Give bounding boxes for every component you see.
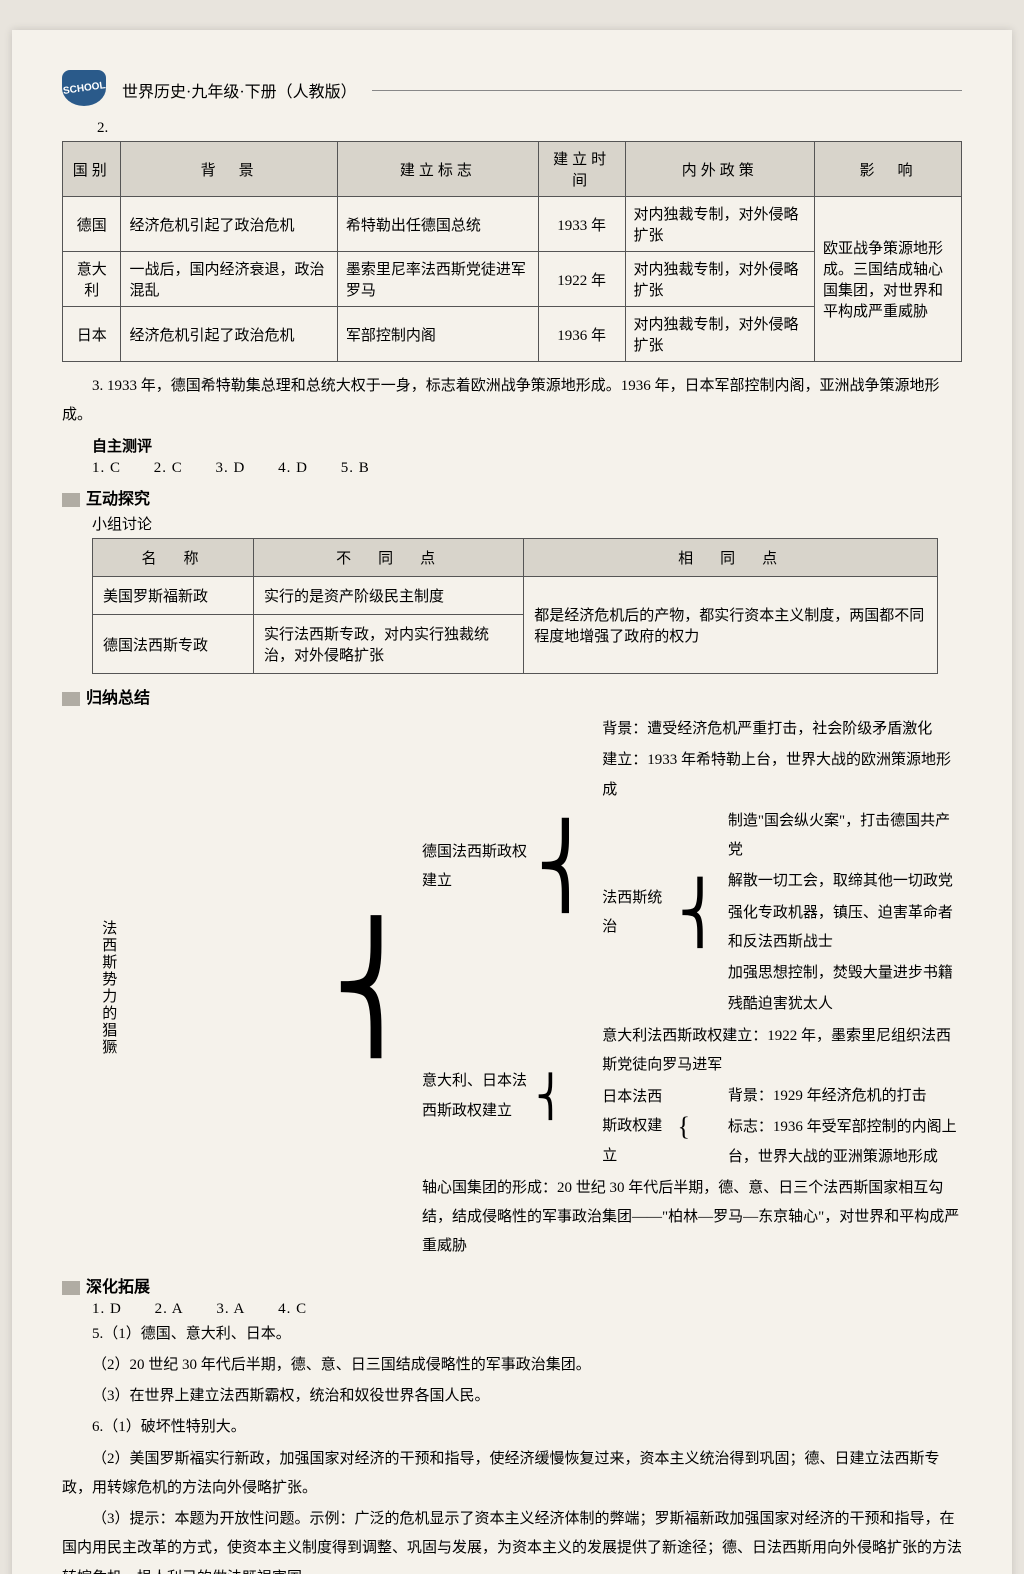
col-diff: 不 同 点 xyxy=(254,539,524,577)
cell: 日本 xyxy=(63,307,121,362)
header-title: 世界历史·九年级·下册（人教版） xyxy=(122,78,357,102)
section-title: 归纳总结 xyxy=(86,690,150,707)
answer: 2. C xyxy=(154,460,183,476)
section-summary: 归纳总结 xyxy=(62,684,962,708)
section-deepen: 深化拓展 xyxy=(62,1273,962,1297)
rule-item: 残酷迫害犹太人 xyxy=(727,989,962,1020)
col-time: 建立时间 xyxy=(538,142,625,197)
self-test-answers: 1. C 2. C 3. D 4. D 5. B xyxy=(92,460,962,477)
table-row: 德国 经济危机引起了政治危机 希特勒出任德国总统 1933 年 对内独裁专制，对… xyxy=(63,197,962,252)
self-test-label: 自主测评 xyxy=(92,435,962,456)
cell: 1933 年 xyxy=(538,197,625,252)
header-rule xyxy=(372,90,962,91)
deepen-answers: 1. D 2. A 3. A 4. C xyxy=(92,1301,962,1318)
col-name: 名 称 xyxy=(93,539,254,577)
group-discussion-label: 小组讨论 xyxy=(92,513,962,534)
q6-3: （3）提示：本题为开放性问题。示例：广泛的危机显示了资本主义经济体制的弊端；罗斯… xyxy=(62,1505,962,1574)
col-impact: 影 响 xyxy=(815,142,962,197)
answer: 1. C xyxy=(92,460,121,476)
germany-est: 建立：1933 年希特勒上台，世界大战的欧洲策源地形成 xyxy=(601,745,962,806)
fascist-rule-label: 法西斯统治 xyxy=(602,890,662,935)
cell: 经济危机引起了政治危机 xyxy=(121,197,337,252)
q5-1: （1）德国、意大利、日本。 xyxy=(103,1326,291,1342)
cell: 军部控制内阁 xyxy=(337,307,538,362)
q6: 6.（1）破坏性特别大。 xyxy=(92,1413,962,1442)
col-country: 国别 xyxy=(63,142,121,197)
japan-bg: 背景：1929 年经济危机的打击 xyxy=(727,1081,962,1112)
answer: 4. C xyxy=(278,1301,307,1317)
logo-text: SCHOOL xyxy=(62,80,106,97)
section-marker-icon xyxy=(62,1281,80,1295)
fascism-countries-table: 国别 背 景 建立标志 建立时间 内外政策 影 响 德国 经济危机引起了政治危机… xyxy=(62,141,962,362)
cell: 实行法西斯专政，对内实行独裁统治，对外侵略扩张 xyxy=(254,615,524,674)
page-header: SCHOOL 世界历史·九年级·下册（人教版） xyxy=(62,70,962,110)
cell: 一战后，国内经济衰退，政治混乱 xyxy=(121,252,337,307)
summary-outline: 法西斯势力的猖獗 ⎨ 德国法西斯政权建立 ⎨ 背景：遭受经济危机严重打击，社会阶… xyxy=(92,714,962,1263)
q5-label: 5. xyxy=(92,1326,103,1342)
answer: 5. B xyxy=(341,460,370,476)
rule-item: 制造"国会纵火案"，打击德国共产党 xyxy=(727,806,962,867)
rule-item: 强化专政机器，镇压、迫害革命者和反法西斯战士 xyxy=(727,898,962,959)
comparison-table: 名 称 不 同 点 相 同 点 美国罗斯福新政 实行的是资产阶级民主制度 都是经… xyxy=(92,538,938,674)
germany-label: 德国法西斯政权建立 xyxy=(422,844,527,889)
q5: 5.（1）德国、意大利、日本。 xyxy=(92,1320,962,1349)
col-mark: 建立标志 xyxy=(337,142,538,197)
answer: 3. A xyxy=(216,1301,245,1317)
cell-same-merged: 都是经济危机后的产物，都实行资本主义制度，两国都不同程度地增强了政府的权力 xyxy=(524,577,938,674)
section-interactive: 互动探究 xyxy=(62,485,962,509)
cell: 对内独裁专制，对外侵略扩张 xyxy=(625,252,815,307)
italy-est: 意大利法西斯政权建立：1922 年，墨索里尼组织法西斯党徒向罗马进军 xyxy=(601,1021,962,1082)
cell: 德国 xyxy=(63,197,121,252)
cell-impact-merged: 欧亚战争策源地形成。三国结成轴心国集团，对世界和平构成严重威胁 xyxy=(815,197,962,362)
rule-item: 加强思想控制，焚毁大量进步书籍 xyxy=(727,958,962,989)
japan-label: 日本法西斯政权建立 xyxy=(602,1089,662,1164)
cell: 德国法西斯专政 xyxy=(93,615,254,674)
cell: 1922 年 xyxy=(538,252,625,307)
cell: 美国罗斯福新政 xyxy=(93,577,254,615)
cell: 1936 年 xyxy=(538,307,625,362)
cell: 对内独裁专制，对外侵略扩张 xyxy=(625,307,815,362)
q5-2: （2）20 世纪 30 年代后半期，德、意、日三国结成侵略性的军事政治集团。 xyxy=(62,1351,962,1380)
cell: 对内独裁专制，对外侵略扩张 xyxy=(625,197,815,252)
cell: 经济危机引起了政治危机 xyxy=(121,307,337,362)
answer: 2. A xyxy=(155,1301,184,1317)
q6-2: （2）美国罗斯福实行新政，加强国家对经济的干预和指导，使经济缓慢恢复过来，资本主… xyxy=(62,1445,962,1504)
italy-japan-label: 意大利、日本法西斯政权建立 xyxy=(422,1073,527,1118)
japan-mark: 标志：1936 年受军部控制的内阁上台，世界大战的亚洲策源地形成 xyxy=(727,1112,962,1173)
section-title: 深化拓展 xyxy=(86,1279,150,1296)
item-3-text: 3. 1933 年，德国希特勒集总理和总统大权于一身，标志着欧洲战争策源地形成。… xyxy=(62,372,962,429)
item-2-label: 2. xyxy=(97,120,962,137)
cell: 希特勒出任德国总统 xyxy=(337,197,538,252)
col-same: 相 同 点 xyxy=(524,539,938,577)
school-logo: SCHOOL xyxy=(62,70,112,110)
axis-label: 轴心国集团的形成： xyxy=(422,1180,557,1196)
section-marker-icon xyxy=(62,692,80,706)
q5-3: （3）在世界上建立法西斯霸权，统治和奴役世界各国人民。 xyxy=(62,1382,962,1411)
cell: 意大利 xyxy=(63,252,121,307)
answer: 1. D xyxy=(92,1301,122,1317)
cell: 墨索里尼率法西斯党徒进军罗马 xyxy=(337,252,538,307)
col-background: 背 景 xyxy=(121,142,337,197)
q6-label: 6. xyxy=(92,1419,103,1435)
answer: 3. D xyxy=(216,460,246,476)
section-title: 互动探究 xyxy=(86,491,150,508)
germany-bg: 背景：遭受经济危机严重打击，社会阶级矛盾激化 xyxy=(601,714,962,745)
col-policy: 内外政策 xyxy=(625,142,815,197)
answer: 4. D xyxy=(278,460,308,476)
rule-item: 解散一切工会，取缔其他一切政党 xyxy=(727,866,962,897)
cell: 实行的是资产阶级民主制度 xyxy=(254,577,524,615)
section-marker-icon xyxy=(62,493,80,507)
table-row: 美国罗斯福新政 实行的是资产阶级民主制度 都是经济危机后的产物，都实行资本主义制… xyxy=(93,577,938,615)
outline-root: 法西斯势力的猖獗 xyxy=(93,920,122,1056)
q6-1: （1）破坏性特别大。 xyxy=(103,1419,246,1435)
axis-text: 轴心国集团的形成：20 世纪 30 年代后半期，德、意、日三个法西斯国家相互勾结… xyxy=(421,1173,962,1263)
page-container: SCHOOL 世界历史·九年级·下册（人教版） 2. 国别 背 景 建立标志 建… xyxy=(12,30,1012,1574)
